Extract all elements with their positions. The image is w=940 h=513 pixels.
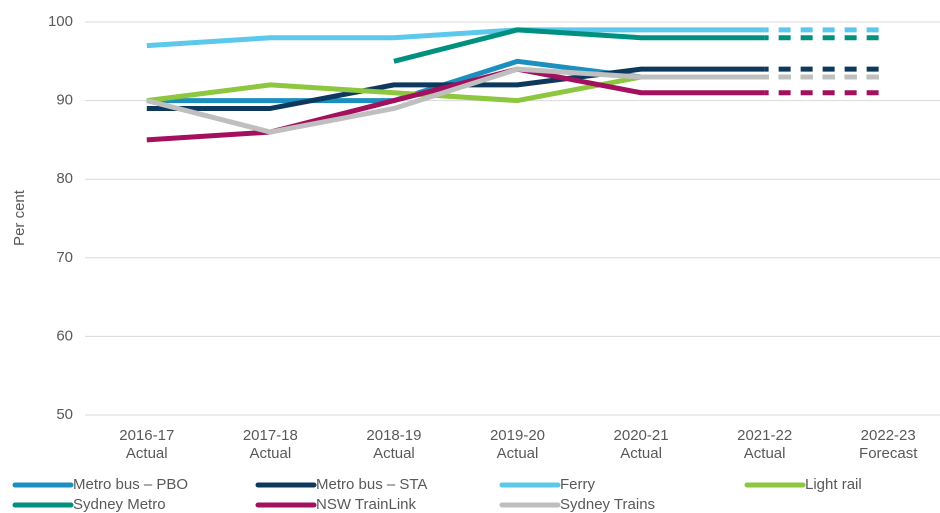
legend-label: Light rail <box>805 476 862 493</box>
y-tick-label: 60 <box>56 327 73 344</box>
x-tick-label: 2022-23 Forecast <box>859 427 918 462</box>
y-tick-label: 100 <box>48 13 73 30</box>
series-line <box>146 27 765 49</box>
legend-label: Metro bus – PBO <box>73 476 188 493</box>
series-line <box>146 66 765 143</box>
series-line <box>146 66 765 135</box>
series-line <box>393 27 765 64</box>
x-tick-label: 2020-21 Actual <box>614 427 669 462</box>
x-tick-label: 2021-22 Actual <box>737 427 792 462</box>
legend-label: Sydney Trains <box>560 496 655 513</box>
x-tick-label: 2016-17 Actual <box>119 427 174 462</box>
x-tick-label: 2017-18 Actual <box>243 427 298 462</box>
legend-label: NSW TrainLink <box>316 496 417 513</box>
y-tick-label: 50 <box>56 406 73 423</box>
y-tick-label: 80 <box>56 170 73 187</box>
y-tick-label: 70 <box>56 249 73 266</box>
y-tick-label: 90 <box>56 92 73 109</box>
x-tick-label: 2019-20 Actual <box>490 427 545 462</box>
x-tick-label: 2018-19 Actual <box>366 427 421 462</box>
legend-label: Sydney Metro <box>73 496 166 513</box>
y-axis-label: Per cent <box>11 189 28 246</box>
legend-label: Metro bus – STA <box>316 476 427 493</box>
legend-label: Ferry <box>560 476 595 493</box>
